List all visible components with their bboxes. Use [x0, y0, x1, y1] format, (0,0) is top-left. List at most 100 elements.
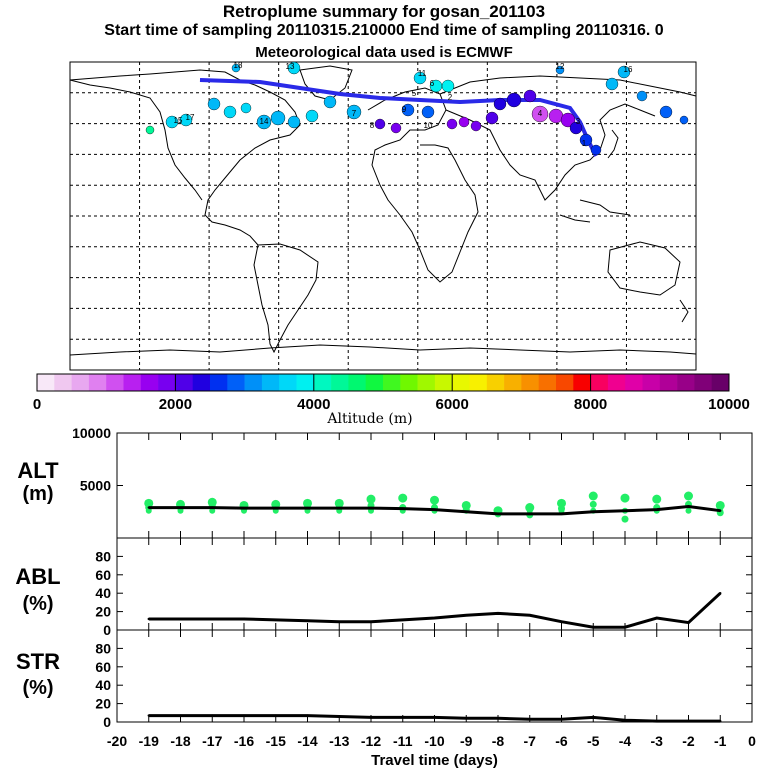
series-point	[401, 507, 404, 510]
series-point	[179, 714, 182, 717]
series-point	[369, 620, 373, 623]
plume-blob	[485, 111, 499, 125]
plume-blob	[493, 97, 507, 111]
series-point	[274, 714, 277, 717]
x-tick-label: -1	[714, 733, 727, 749]
colorbar-swatch	[383, 374, 401, 391]
series-point	[465, 510, 468, 513]
colorbar-frame	[36, 373, 730, 392]
series-point	[401, 618, 404, 622]
series-point	[179, 506, 182, 509]
colorbar-tick-label: 4000	[297, 396, 330, 413]
y-tick-label: 60	[95, 567, 111, 583]
panel-unit: (m)	[22, 483, 53, 505]
series-point	[211, 617, 214, 621]
y-tick-label: 10000	[72, 425, 111, 441]
series-point	[369, 716, 373, 719]
panel-label: ABL	[15, 564, 60, 589]
plume-blob	[256, 114, 272, 130]
track-number-label: 14	[260, 117, 269, 126]
series-point	[306, 714, 309, 717]
colorbar-swatch	[452, 374, 470, 391]
plume-blob	[470, 120, 482, 132]
colorbar-swatch	[365, 374, 384, 391]
series-point	[274, 618, 277, 622]
series-point	[338, 506, 341, 510]
plume-blob	[270, 110, 286, 126]
track-number-label: 4	[538, 109, 543, 118]
plume-blob	[555, 65, 565, 75]
y-tick-label: 0	[103, 622, 111, 638]
series-point	[433, 616, 436, 620]
series-point	[623, 718, 627, 722]
colorbar-swatch	[227, 374, 245, 391]
altitude-point	[685, 507, 692, 514]
series-point	[655, 616, 658, 620]
colorbar-swatch	[469, 374, 488, 391]
series-point	[465, 614, 468, 617]
series-point	[496, 612, 500, 615]
plume-blob	[390, 122, 402, 134]
colorbar-swatch	[140, 374, 159, 391]
series-point	[719, 719, 722, 723]
altitude-point	[430, 495, 439, 505]
plume-blob	[579, 133, 593, 147]
plume-blob	[569, 121, 583, 135]
altitude-point	[398, 493, 408, 503]
x-tick-label: -13	[329, 733, 349, 749]
series-point	[719, 592, 722, 595]
plume-blob	[458, 116, 470, 128]
panel-label: STR	[16, 649, 60, 674]
track-number-label: 6	[430, 79, 435, 88]
met-data-source: Meteorological data used is ECMWF	[255, 44, 513, 61]
y-tick-label: 40	[95, 585, 111, 601]
series-point	[147, 617, 150, 621]
colorbar-swatch	[279, 374, 297, 391]
colorbar-swatch	[106, 374, 124, 391]
colorbar-swatch	[590, 374, 609, 391]
series-point	[528, 614, 531, 617]
plume-blob	[659, 105, 673, 119]
altitude-point	[526, 507, 533, 514]
series-point	[401, 716, 404, 719]
plume-blob	[679, 115, 689, 125]
track-number-label: 3	[576, 117, 581, 126]
altitude-point	[209, 507, 216, 514]
panel-frame	[116, 537, 753, 631]
colorbar-swatch	[313, 374, 332, 391]
chart-title: Retroplume summary for gosan_201103	[222, 2, 546, 21]
series-point	[211, 506, 214, 509]
track-number-label: 15	[174, 116, 183, 125]
plume-blob	[240, 102, 252, 114]
x-tick-label: -12	[361, 733, 381, 749]
series-point	[306, 506, 309, 510]
plume-blob	[346, 104, 362, 120]
series-point	[623, 626, 627, 629]
y-tick-label: 0	[103, 714, 111, 730]
series-point	[179, 617, 182, 621]
colorbar-swatch	[71, 374, 90, 391]
series-point	[592, 716, 595, 719]
colorbar-swatch	[417, 374, 436, 391]
colorbar-swatch	[521, 374, 539, 391]
altitude-point	[684, 491, 693, 501]
track-number-label: 12	[556, 62, 565, 71]
track-number-label: 11	[418, 69, 427, 78]
series-point	[211, 714, 214, 717]
series-point	[274, 506, 277, 510]
series-point	[592, 626, 595, 629]
series-point	[433, 508, 436, 511]
plume-blob	[531, 105, 549, 123]
altitude-point	[177, 507, 184, 514]
plume-blob	[413, 71, 427, 85]
plume-blob	[165, 115, 179, 129]
colorbar-swatch	[434, 374, 453, 391]
series-point	[687, 505, 690, 508]
colorbar-swatch	[504, 374, 522, 391]
plume-blob	[605, 77, 619, 91]
x-tick-label: -17	[202, 733, 222, 749]
plume-blob	[590, 144, 602, 156]
track-number-label: 16	[624, 65, 633, 74]
x-tick-label: 0	[748, 733, 756, 749]
